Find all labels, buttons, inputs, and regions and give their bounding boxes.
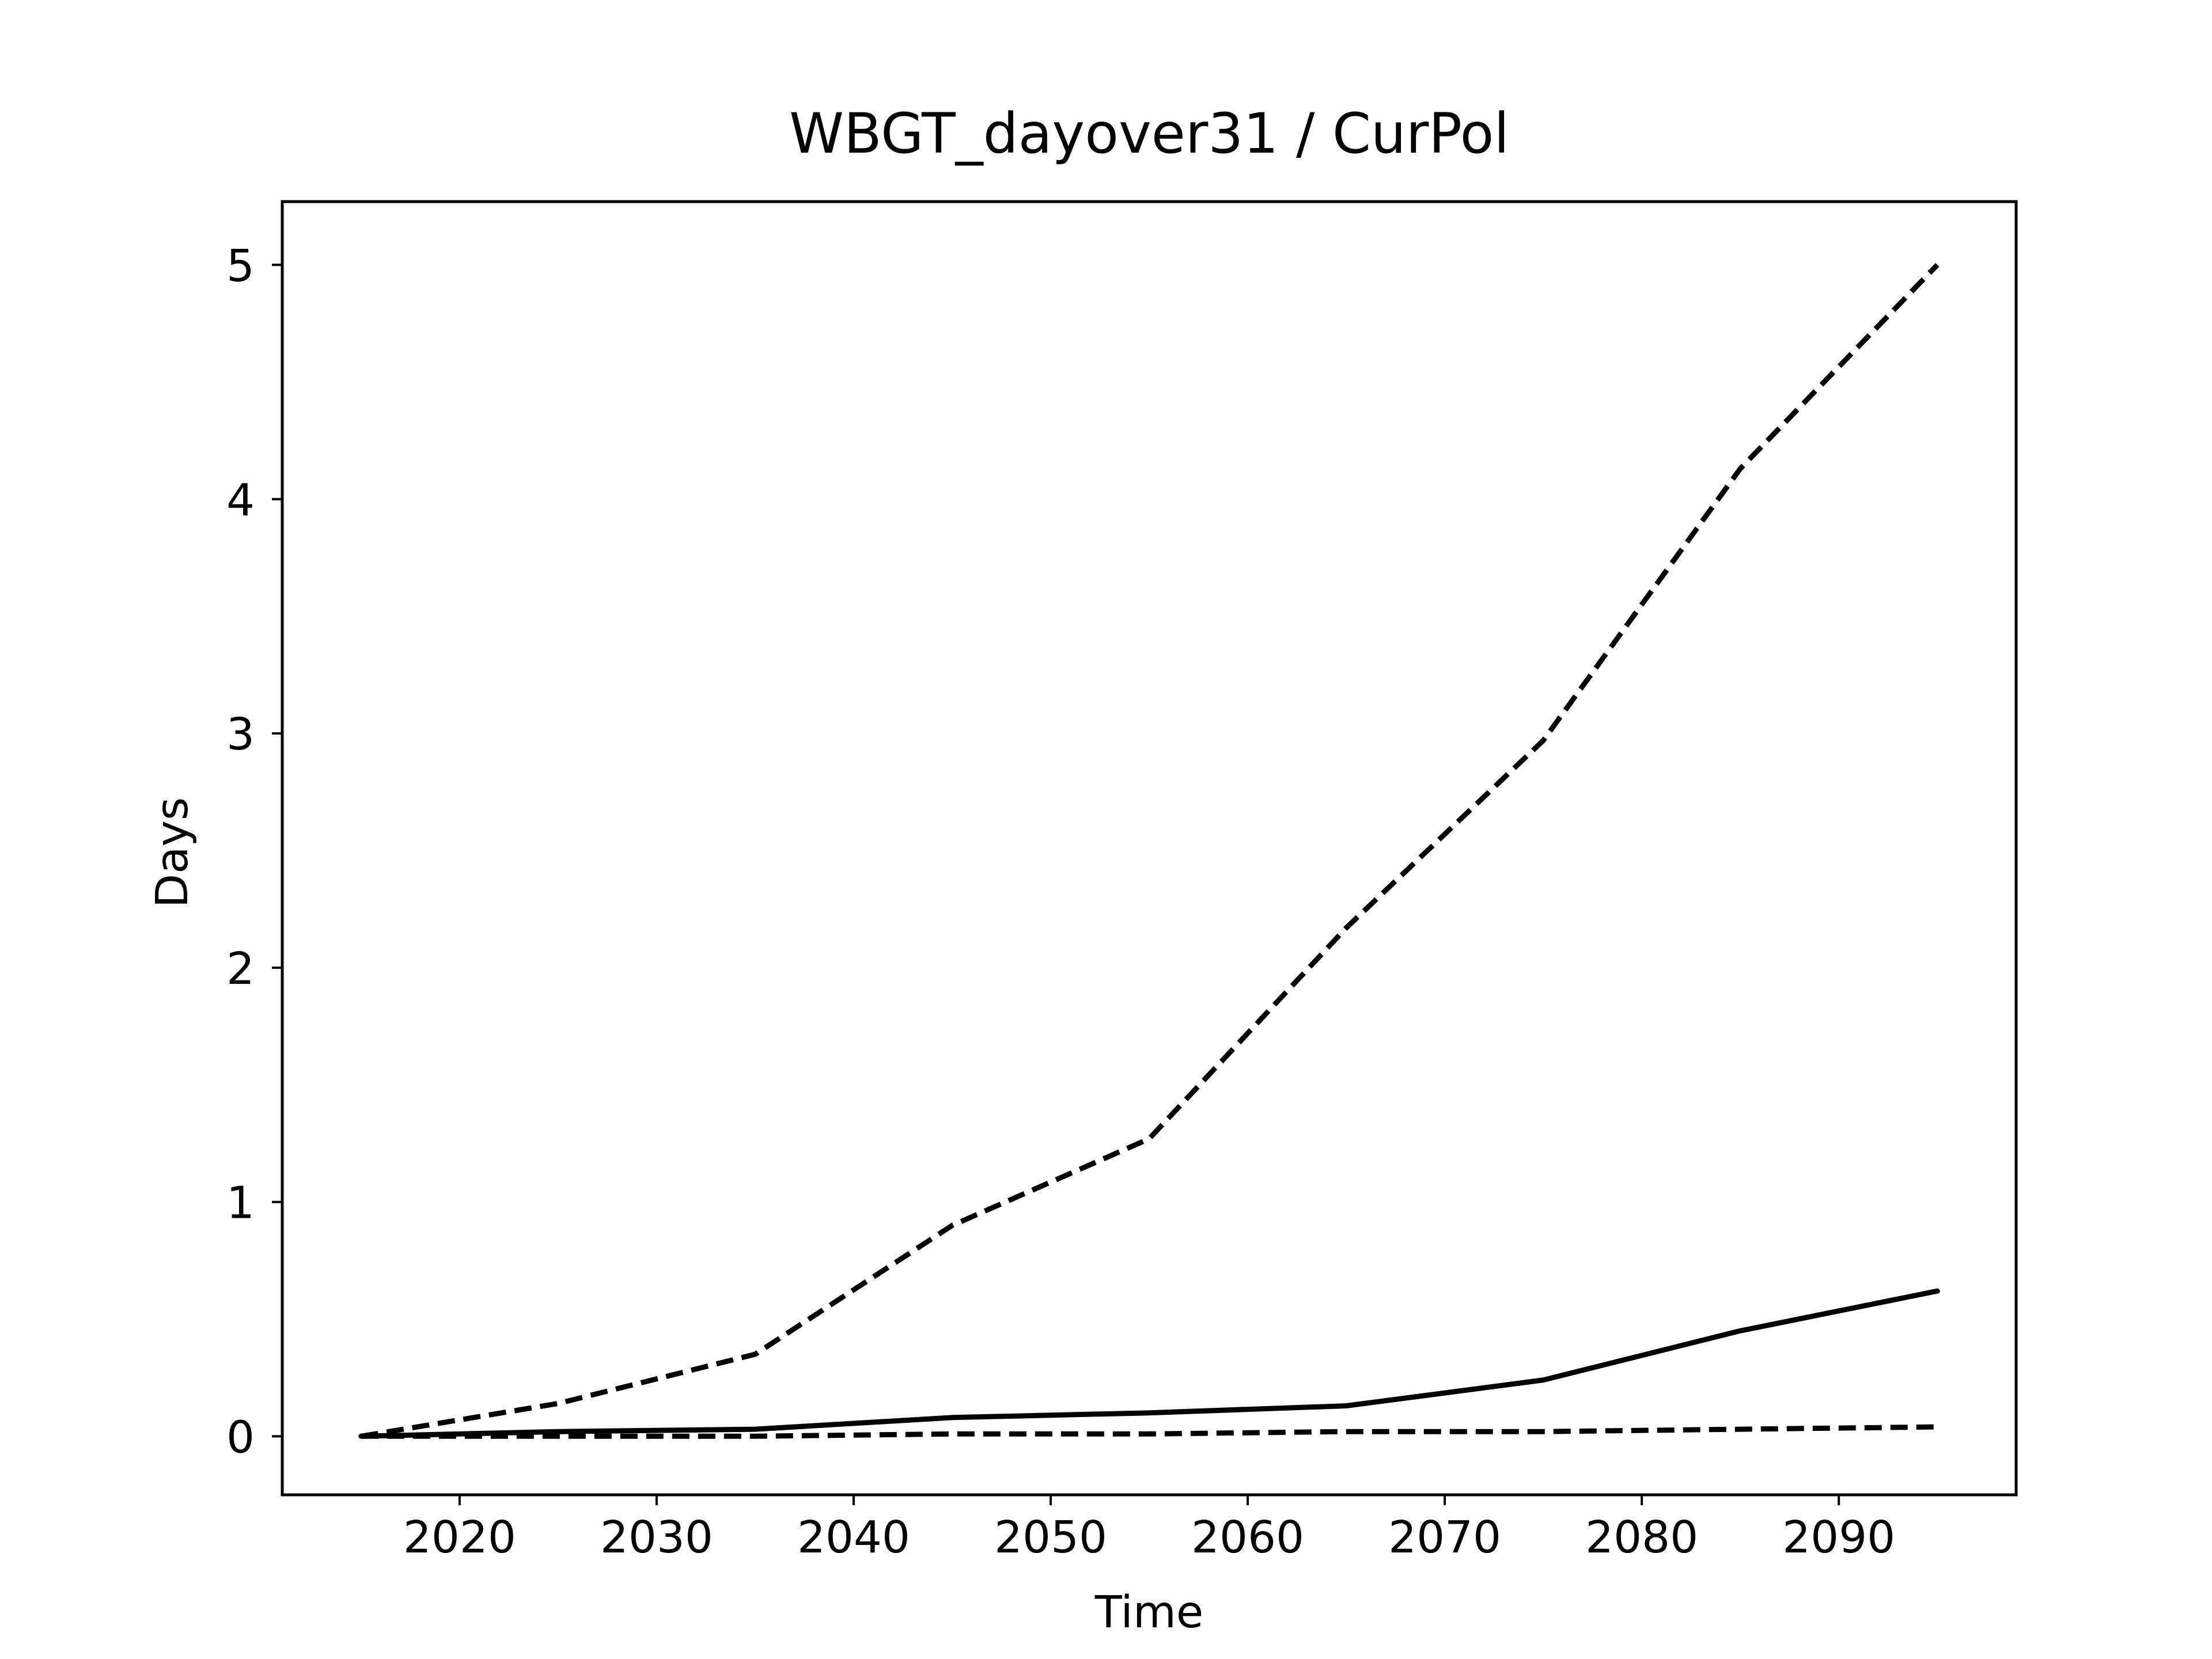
- x-tick-label: 2020: [403, 1512, 516, 1563]
- x-tick-label: 2040: [797, 1512, 910, 1563]
- y-tick-label: 4: [226, 475, 255, 527]
- x-tick-label: 2030: [600, 1512, 713, 1563]
- series-line-1: [358, 1288, 1940, 1439]
- y-tick-label: 0: [226, 1412, 255, 1463]
- y-tick-label: 3: [226, 709, 255, 760]
- series-line-3: [361, 1424, 1938, 1439]
- y-tick-label: 5: [226, 241, 255, 292]
- x-tick-label: 2060: [1191, 1512, 1304, 1563]
- series-layer: [358, 263, 1940, 1439]
- x-tick-label: 2090: [1782, 1512, 1895, 1563]
- y-axis-ticks: 0 1 2 3 4 5: [226, 241, 282, 1463]
- x-tick-label: 2050: [994, 1512, 1107, 1563]
- x-axis-label: Time: [1094, 1587, 1203, 1638]
- chart-title: WBGT_dayover31 / CurPol: [789, 101, 1509, 166]
- x-axis-ticks: 2020 2030 2040 2050 2060 2070 2080 2090: [403, 1495, 1895, 1563]
- series-line-2: [361, 263, 1940, 1439]
- y-tick-label: 1: [226, 1178, 255, 1229]
- y-axis-label: Days: [147, 797, 198, 908]
- x-tick-label: 2080: [1585, 1512, 1698, 1563]
- plot-area-frame: [281, 200, 2018, 1497]
- y-tick-label: 2: [226, 944, 255, 995]
- x-tick-label: 2070: [1388, 1512, 1501, 1563]
